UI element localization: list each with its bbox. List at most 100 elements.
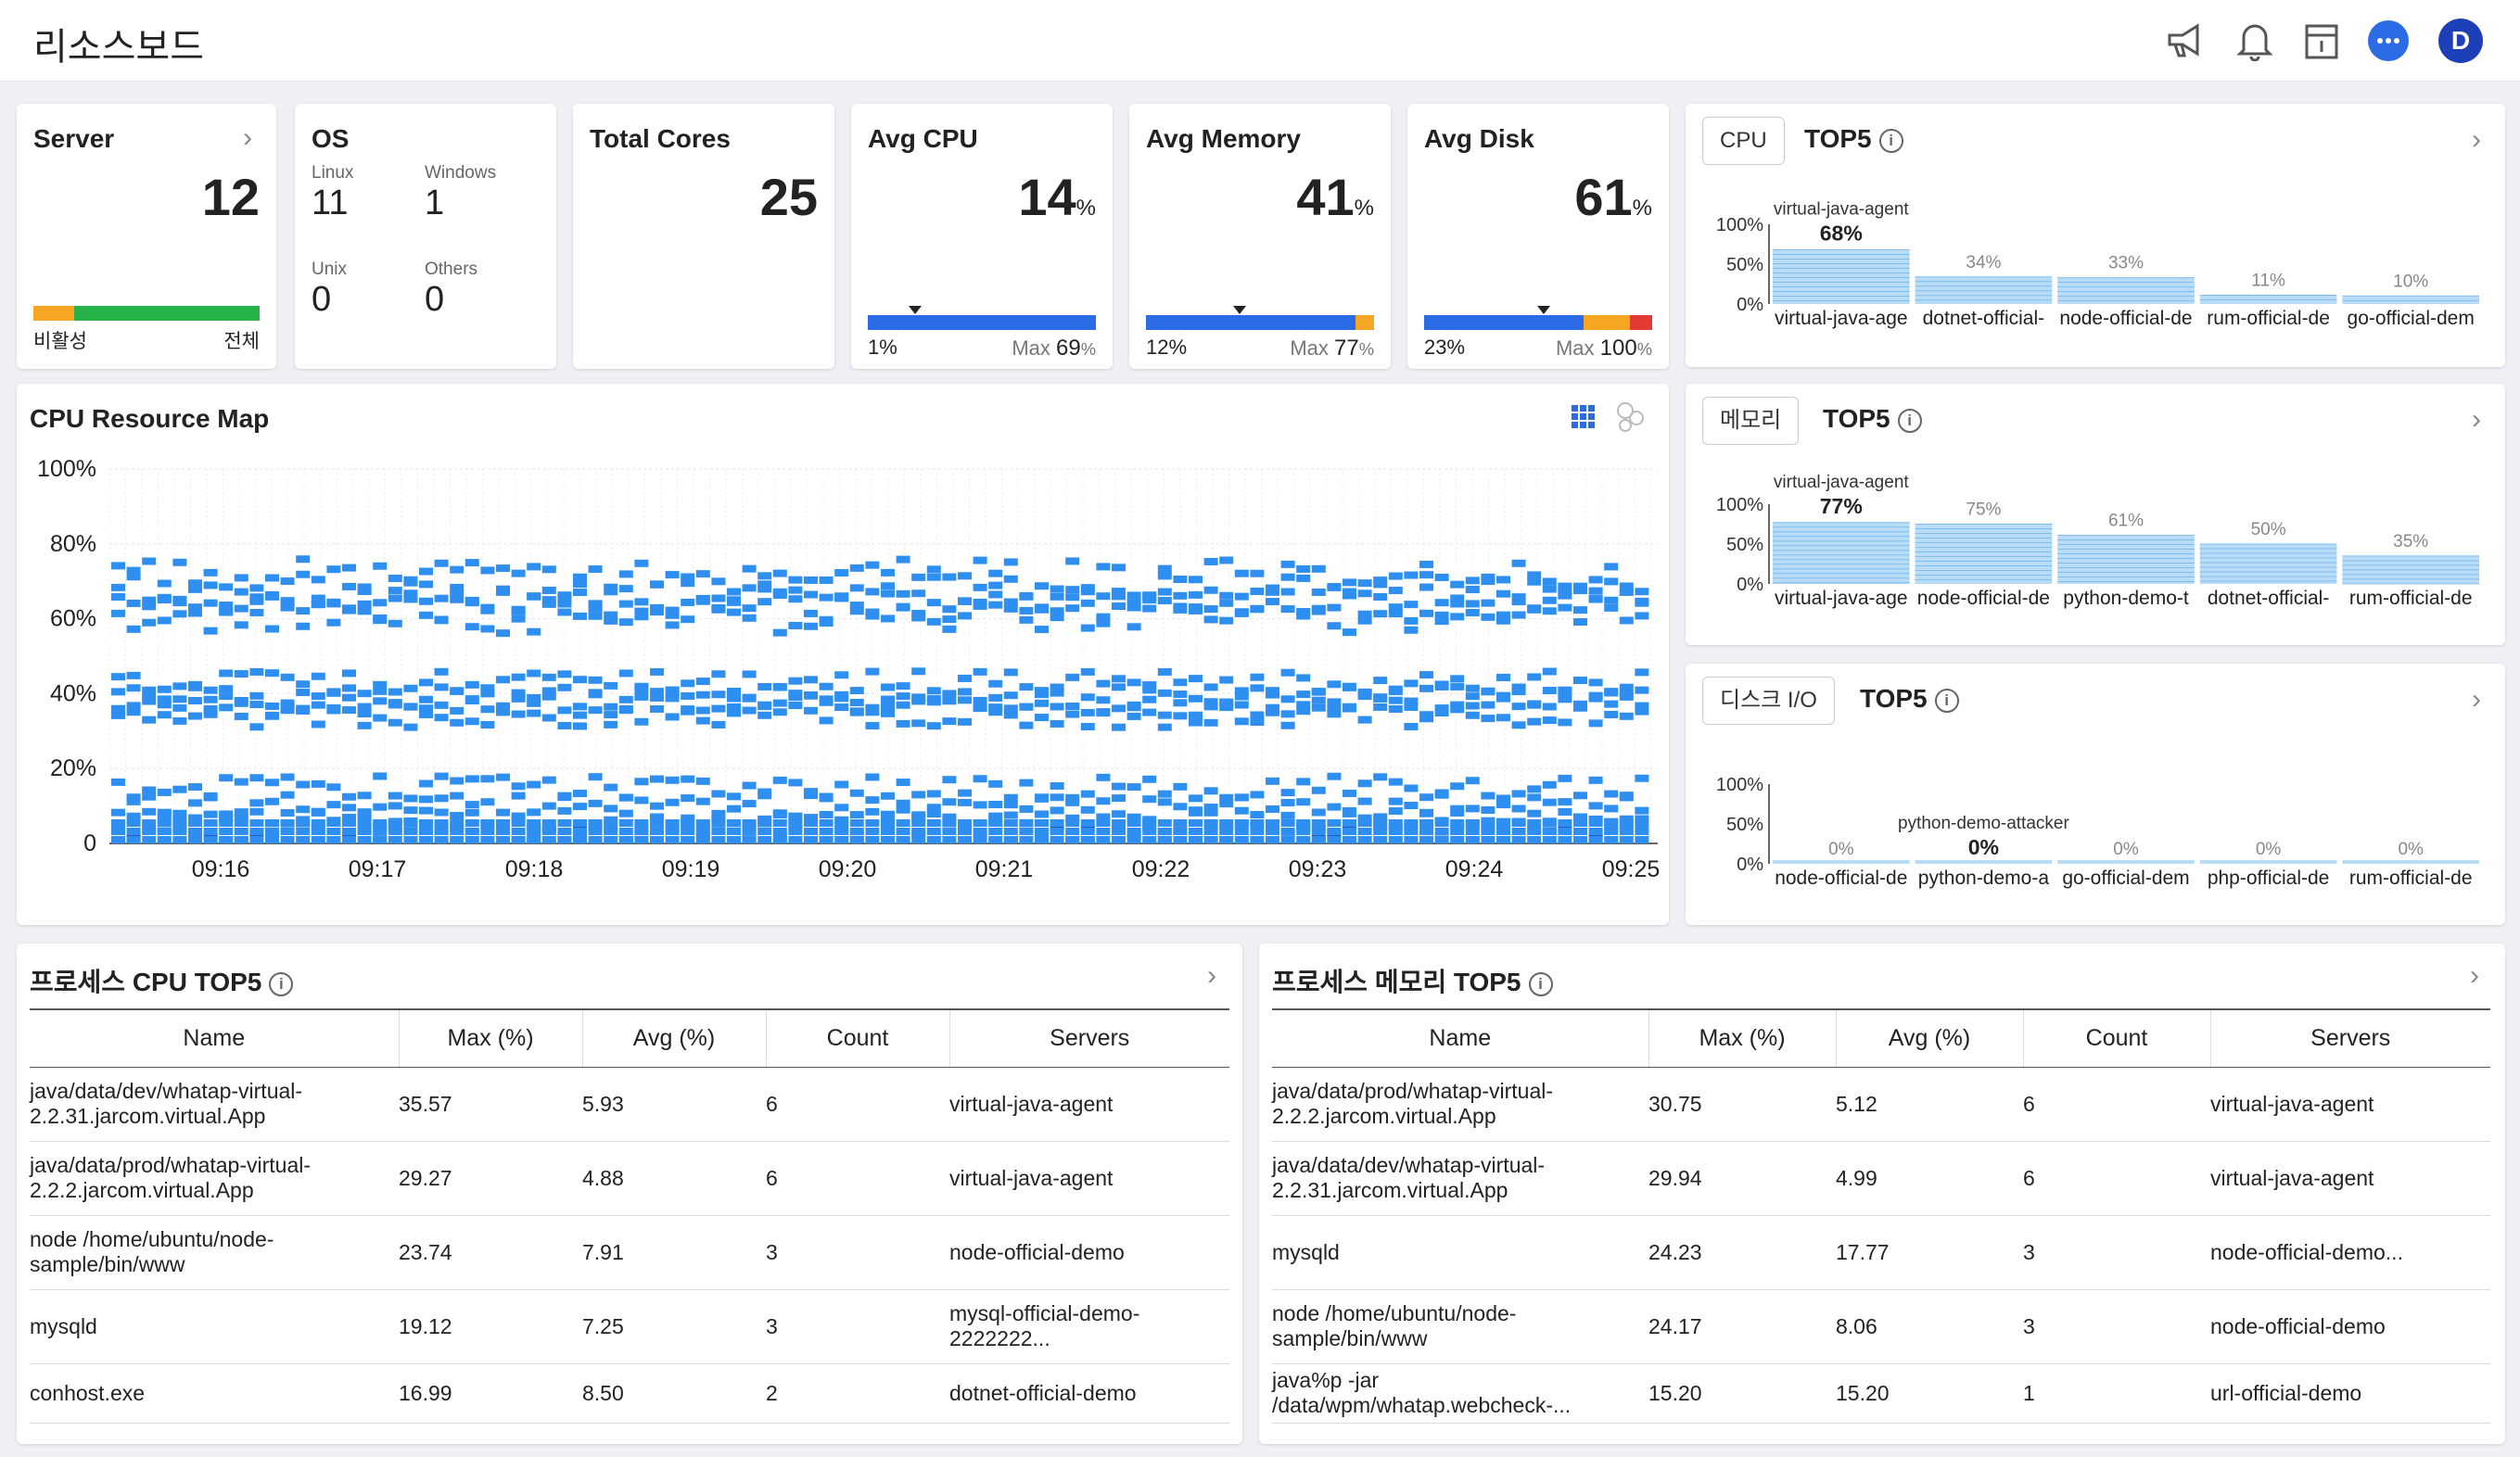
cpu-map-cell[interactable]: [1250, 673, 1265, 681]
cpu-map-cell[interactable]: [111, 778, 125, 786]
cpu-map-cell[interactable]: [296, 689, 311, 697]
cpu-map-cell[interactable]: [527, 819, 541, 827]
cpu-map-cell[interactable]: [1419, 828, 1433, 835]
top5-bar[interactable]: [1915, 524, 2053, 585]
cpu-map-cell[interactable]: [1588, 828, 1603, 835]
cpu-map-cell[interactable]: [973, 819, 987, 827]
cpu-map-cell[interactable]: [1003, 691, 1018, 700]
cpu-map-cell[interactable]: [434, 615, 449, 624]
cpu-map-cell[interactable]: [527, 780, 541, 789]
cpu-map-cell[interactable]: [1080, 667, 1095, 676]
cpu-map-cell[interactable]: [450, 777, 465, 785]
cpu-map-cell[interactable]: [172, 828, 187, 835]
cpu-map-cell[interactable]: [234, 621, 248, 629]
cpu-map-cell[interactable]: [1357, 589, 1372, 598]
cpu-map-cell[interactable]: [588, 836, 603, 843]
cpu-map-cell[interactable]: [573, 790, 587, 798]
cpu-map-cell[interactable]: [1604, 563, 1619, 571]
cpu-map-cell[interactable]: [1558, 807, 1572, 816]
cpu-map-cell[interactable]: [1327, 819, 1342, 827]
cpu-map-cell[interactable]: [634, 836, 649, 843]
cpu-map-cell[interactable]: [1003, 575, 1018, 583]
cpu-map-cell[interactable]: [1296, 836, 1311, 843]
cpu-map-cell[interactable]: [1388, 688, 1403, 696]
cpu-map-cell[interactable]: [1357, 610, 1372, 618]
cpu-map-cell[interactable]: [1126, 701, 1141, 709]
cpu-map-cell[interactable]: [819, 695, 834, 703]
cpu-map-cell[interactable]: [1266, 588, 1279, 596]
cpu-map-cell[interactable]: [357, 792, 372, 800]
cpu-map-cell[interactable]: [1343, 591, 1356, 600]
cpu-map-cell[interactable]: [1558, 587, 1572, 595]
cpu-map-cell[interactable]: [1388, 603, 1403, 612]
cpu-map-cell[interactable]: [788, 690, 803, 698]
top5-bar[interactable]: [1773, 249, 1910, 304]
cpu-map-cell[interactable]: [681, 836, 695, 843]
cpu-map-cell[interactable]: [496, 819, 510, 827]
cpu-map-cell[interactable]: [1003, 793, 1018, 802]
top5-bar[interactable]: [2199, 860, 2337, 864]
cpu-map-cell[interactable]: [834, 671, 849, 679]
cpu-map-cell[interactable]: [511, 694, 526, 703]
cpu-map-cell[interactable]: [296, 704, 311, 713]
cpu-map-cell[interactable]: [465, 819, 479, 827]
cpu-map-cell[interactable]: [573, 573, 587, 581]
cpu-map-cell[interactable]: [1189, 603, 1203, 612]
cpu-map-cell[interactable]: [465, 836, 479, 843]
cpu-map-cell[interactable]: [373, 828, 388, 835]
cpu-map-cell[interactable]: [1573, 836, 1587, 843]
cpu-map-cell[interactable]: [557, 683, 572, 691]
cpu-map-cell[interactable]: [1450, 705, 1465, 714]
cpu-map-cell[interactable]: [1465, 576, 1480, 585]
cpu-map-cell[interactable]: [1280, 721, 1295, 729]
cpu-map-cell[interactable]: [1511, 790, 1526, 798]
cpu-map-cell[interactable]: [1219, 703, 1234, 712]
cpu-map-cell[interactable]: [881, 836, 895, 843]
cpu-map-cell[interactable]: [172, 610, 187, 618]
cpu-map-cell[interactable]: [311, 808, 325, 817]
cpu-map-cell[interactable]: [1296, 607, 1311, 615]
cpu-map-cell[interactable]: [1588, 576, 1603, 584]
cpu-map-cell[interactable]: [1604, 688, 1619, 696]
cpu-map-cell[interactable]: [911, 697, 926, 705]
cpu-map-cell[interactable]: [772, 708, 787, 716]
cpu-map-cell[interactable]: [1219, 819, 1234, 827]
cpu-map-cell[interactable]: [865, 773, 880, 781]
cpu-map-cell[interactable]: [973, 801, 987, 809]
cpu-map-cell[interactable]: [480, 566, 495, 575]
cpu-map-cell[interactable]: [742, 706, 757, 715]
cpu-map-cell[interactable]: [772, 569, 787, 577]
cpu-map-cell[interactable]: [1003, 811, 1018, 819]
cpu-map-cell[interactable]: [496, 808, 510, 817]
cpu-map-cell[interactable]: [650, 693, 664, 702]
cpu-map-cell[interactable]: [157, 836, 172, 843]
disk-io-top5-card[interactable]: 디스크 I/O TOP5 i › 100% 50% 0% 0% node-official…: [1686, 664, 2505, 925]
cpu-map-cell[interactable]: [1450, 701, 1465, 709]
cpu-map-cell[interactable]: [1558, 582, 1572, 590]
cpu-map-cell[interactable]: [219, 685, 234, 693]
cpu-map-cell[interactable]: [1296, 798, 1311, 806]
cpu-map-cell[interactable]: [634, 828, 649, 835]
cpu-map-cell[interactable]: [695, 716, 710, 725]
cpu-map-cell[interactable]: [1635, 819, 1649, 827]
cpu-map-cell[interactable]: [1050, 793, 1064, 802]
cpu-map-cell[interactable]: [1373, 813, 1388, 821]
cpu-map-cell[interactable]: [1588, 694, 1603, 703]
cpu-map-cell[interactable]: [1373, 580, 1388, 589]
cpu-map-cell[interactable]: [419, 806, 433, 815]
cpu-map-cell[interactable]: [1404, 819, 1419, 827]
cpu-map-cell[interactable]: [650, 775, 664, 783]
cpu-map-cell[interactable]: [1558, 836, 1572, 843]
cpu-map-cell[interactable]: [834, 836, 849, 843]
cpu-map-cell[interactable]: [1619, 689, 1634, 697]
cpu-map-cell[interactable]: [1142, 708, 1157, 716]
info-icon[interactable]: i: [1897, 408, 1922, 433]
cpu-map-cell[interactable]: [1373, 592, 1388, 601]
cpu-map-cell[interactable]: [1050, 806, 1064, 815]
cpu-map-cell[interactable]: [1357, 828, 1372, 835]
cpu-map-cell[interactable]: [1327, 836, 1342, 843]
cpu-map-cell[interactable]: [1511, 828, 1526, 835]
cpu-map-cell[interactable]: [403, 836, 418, 843]
cpu-map-cell[interactable]: [1157, 689, 1172, 697]
cpu-map-cell[interactable]: [926, 722, 941, 730]
